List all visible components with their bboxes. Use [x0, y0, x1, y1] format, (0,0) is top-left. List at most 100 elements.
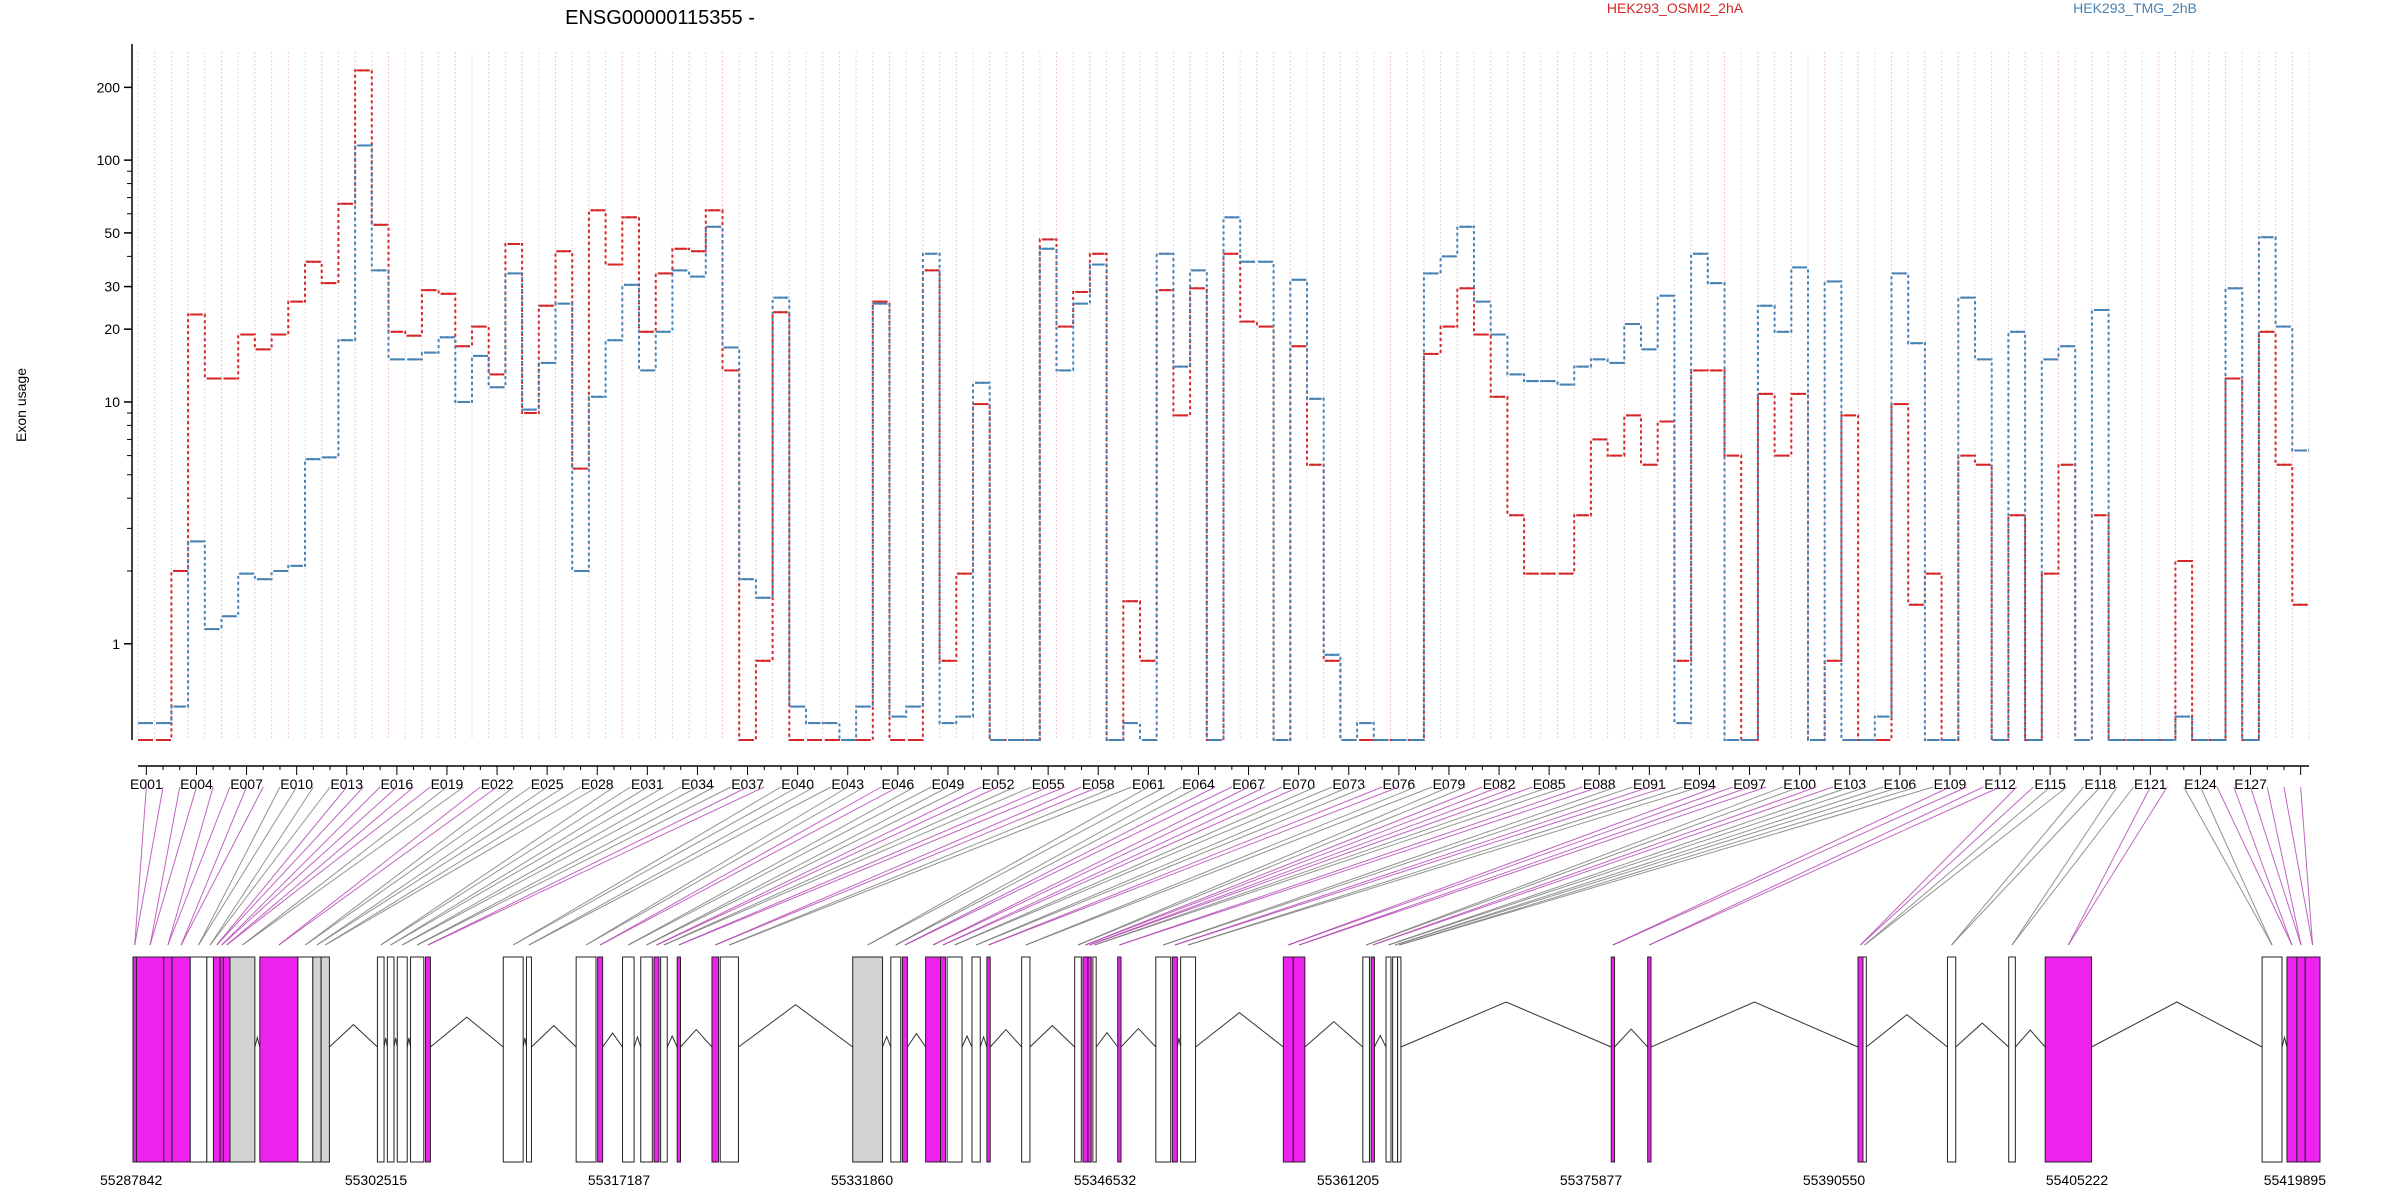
connector-line	[305, 786, 531, 946]
x-tick-label: E070	[1282, 776, 1315, 792]
connector-line	[1365, 786, 1800, 946]
exon-box	[1862, 956, 1867, 1163]
connector-line	[528, 786, 832, 946]
connector-line	[390, 786, 665, 946]
x-tick-label: E097	[1733, 776, 1766, 792]
connector-line	[1119, 786, 1583, 946]
connector-line	[226, 786, 431, 946]
connector-line	[1089, 786, 1516, 946]
connector-line	[628, 786, 915, 946]
exon-box	[1397, 956, 1402, 1163]
x-tick-label: E079	[1433, 776, 1466, 792]
x-tick-label: E022	[481, 776, 514, 792]
exon-box	[597, 956, 604, 1163]
connector-line	[599, 786, 899, 946]
legend-series-2: HEK293_TMG_2hB	[2073, 0, 2197, 16]
intron-line	[1400, 1001, 1612, 1048]
x-tick-label: E103	[1833, 776, 1866, 792]
intron-line	[1095, 1031, 1119, 1048]
connector-line	[1288, 786, 1734, 946]
connector-line	[2199, 786, 2273, 946]
exon-box	[1282, 956, 1294, 1163]
connector-line	[149, 786, 181, 946]
connector-line	[1187, 786, 1683, 946]
intron-line	[1955, 1022, 2010, 1048]
x-tick-label: E043	[831, 776, 864, 792]
exon-box	[2044, 956, 2093, 1163]
intron-line	[1650, 1001, 1859, 1048]
connector-line	[1860, 786, 2034, 946]
exon-box	[424, 956, 431, 1163]
connector-line	[242, 786, 448, 946]
connector-line	[1951, 786, 2084, 946]
exon-box	[1092, 956, 1097, 1163]
x-tick-label: E112	[1984, 776, 2016, 792]
connector-line	[1649, 786, 2001, 946]
connector-line	[380, 786, 631, 946]
exon-box	[410, 956, 425, 1163]
connector-line	[954, 786, 1333, 946]
x-tick-label: E019	[431, 776, 464, 792]
connector-line	[324, 786, 598, 946]
connector-line	[2011, 786, 2118, 946]
coordinate-label: 55302515	[345, 1172, 408, 1188]
x-tick-label: E124	[2184, 776, 2217, 792]
connector-line	[1399, 786, 1917, 946]
coordinate-label: 55331860	[831, 1172, 894, 1188]
intron-line	[1373, 1034, 1387, 1048]
connector-line	[663, 786, 1015, 946]
exon-box	[1370, 956, 1375, 1163]
exon-box	[1610, 956, 1616, 1163]
connector-line	[988, 786, 1383, 946]
intron-line	[406, 1037, 412, 1048]
legend-series-1: HEK293_OSMI2_2hA	[1607, 0, 1744, 16]
x-tick-label: E025	[531, 776, 564, 792]
intron-line	[2091, 1001, 2263, 1048]
exon-box	[676, 956, 681, 1163]
intron-line	[989, 1028, 1023, 1048]
coordinate-label: 55317187	[588, 1172, 651, 1188]
connector-line	[1025, 786, 1416, 946]
connector-line	[512, 786, 798, 946]
exon-box	[320, 956, 330, 1163]
intron-line	[430, 1016, 504, 1048]
connector-line	[1163, 786, 1633, 946]
exon-box	[660, 956, 668, 1163]
connector-line	[134, 786, 147, 946]
connector-line	[2283, 786, 2314, 946]
intron-line	[1029, 1024, 1076, 1048]
connector-line	[221, 786, 381, 946]
coordinate-label: 55390550	[1803, 1172, 1866, 1188]
connector-line	[402, 786, 681, 946]
intron-line	[1195, 1012, 1284, 1048]
x-tick-label: E028	[581, 776, 614, 792]
connector-line	[180, 786, 248, 946]
coordinate-label: 55405222	[2046, 1172, 2109, 1188]
exon-box	[940, 956, 946, 1163]
x-tick-label: E037	[731, 776, 764, 792]
connector-line	[1388, 786, 1850, 946]
exon-box	[1155, 956, 1172, 1163]
connector-line	[1388, 786, 1867, 946]
intron-line	[383, 1037, 388, 1048]
intron-line	[329, 1023, 378, 1048]
exon-box	[622, 956, 635, 1163]
exon-box	[1087, 956, 1092, 1163]
connector-line	[1612, 786, 1951, 946]
connector-line	[1394, 786, 1900, 946]
connector-line	[2300, 786, 2314, 946]
exon-box	[719, 956, 739, 1163]
connector-line	[1394, 786, 1884, 946]
intron-line	[666, 1034, 678, 1048]
exon-box	[132, 956, 137, 1163]
genomic-coordinate-axis: 55287842 55302515 55317187 55331860 55346532…	[100, 1172, 2326, 1188]
connector-line	[316, 786, 548, 946]
connector-line	[149, 786, 197, 946]
coordinate-label: 55375877	[1560, 1172, 1623, 1188]
connector-line	[380, 786, 615, 946]
x-tick-label: E082	[1483, 776, 1516, 792]
x-tick-label: E040	[781, 776, 814, 792]
connector-line	[416, 786, 732, 946]
y-tick-label: 30	[104, 279, 120, 295]
exon-box	[312, 956, 322, 1163]
